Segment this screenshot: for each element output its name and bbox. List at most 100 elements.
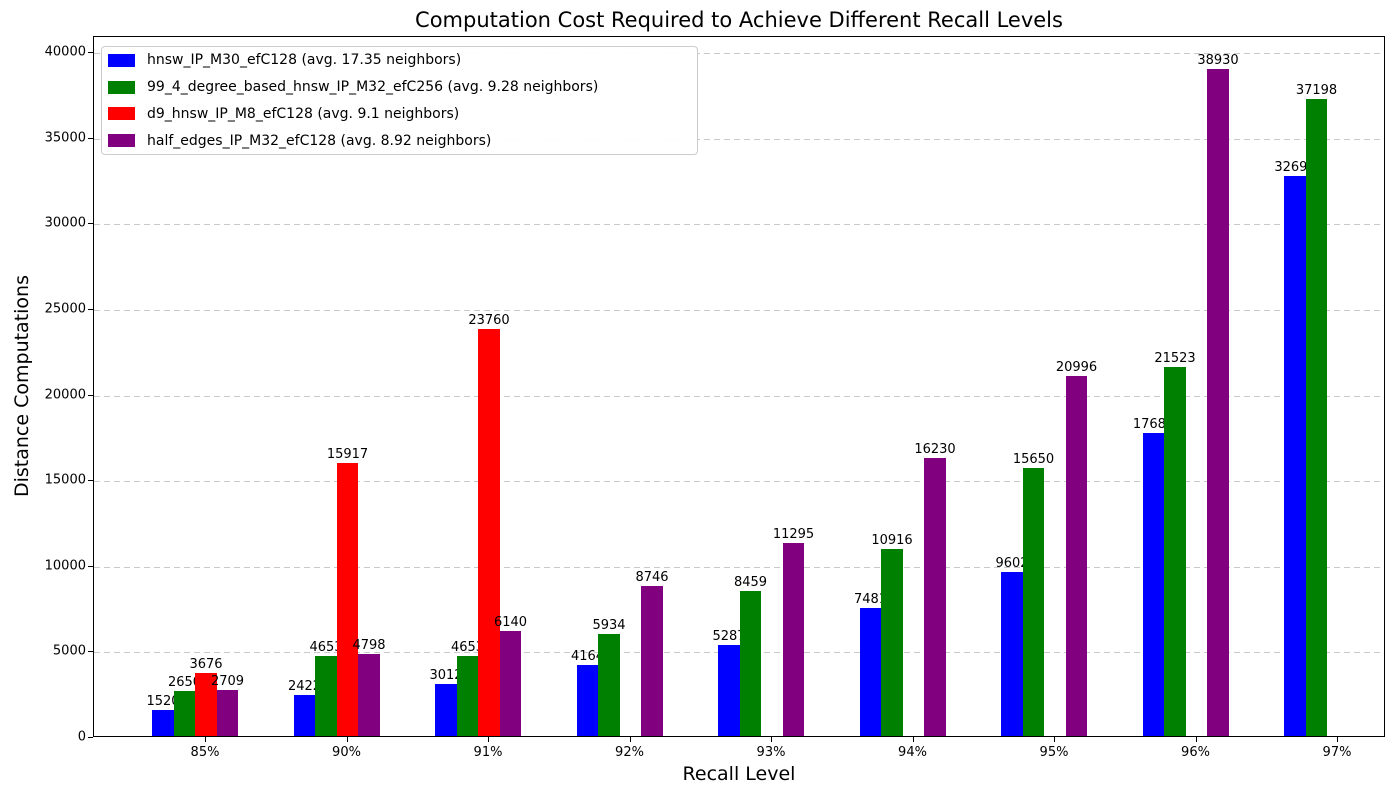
y-tick-label: 0 — [77, 729, 86, 745]
y-tick-label: 40000 — [44, 44, 86, 60]
x-tick-mark — [1337, 737, 1338, 742]
bar-value-label: 8459 — [733, 575, 768, 591]
bar-value-label: 2422 — [287, 678, 322, 694]
bar-value-label: 5287 — [712, 629, 746, 645]
y-tick-mark — [88, 480, 93, 482]
x-tick-mark — [912, 737, 914, 742]
bar-value-label: 20996 — [1055, 360, 1098, 376]
bar-value-label: 3012 — [429, 668, 463, 684]
legend-label: 99_4_degree_based_hnsw_IP_M32_efC256 (av… — [147, 79, 599, 96]
legend-row: 99_4_degree_based_hnsw_IP_M32_efC256 (av… — [102, 74, 697, 101]
y-tick-label: 35000 — [44, 130, 86, 146]
y-tick-label: 15000 — [44, 472, 86, 488]
bar — [195, 673, 217, 736]
bar — [173, 690, 196, 736]
legend-row: hnsw_IP_M30_efC128 (avg. 17.35 neighbors… — [102, 47, 697, 74]
bar — [152, 709, 174, 736]
bar — [216, 689, 239, 736]
legend-swatch — [108, 53, 135, 67]
legend-swatch — [108, 80, 135, 94]
x-tick-label: 96% — [1181, 745, 1210, 760]
x-tick-label: 94% — [898, 745, 927, 760]
bar — [336, 463, 359, 736]
y-tick-mark — [88, 394, 93, 396]
bar — [1164, 367, 1186, 736]
bar-value-label: 4164 — [570, 648, 605, 664]
y-tick-mark — [88, 52, 93, 53]
bar-value-label: 16230 — [914, 442, 956, 458]
legend-swatch — [108, 134, 135, 148]
bar — [739, 591, 762, 736]
x-tick-mark — [629, 737, 631, 742]
y-tick-mark — [88, 651, 93, 653]
bar — [1284, 176, 1306, 736]
x-tick-label: 85% — [190, 745, 220, 760]
legend-row: d9_hnsw_IP_M8_efC128 (avg. 9.1 neighbors… — [102, 101, 697, 128]
y-tick-mark — [88, 308, 93, 310]
bar-value-label: 4653 — [309, 640, 343, 656]
bar-value-label: 9602 — [995, 555, 1029, 571]
x-tick-mark — [1054, 737, 1055, 742]
y-tick-mark — [88, 223, 93, 225]
bar — [293, 694, 316, 736]
x-tick-mark — [205, 737, 206, 742]
bar — [782, 542, 805, 736]
legend-label: d9_hnsw_IP_M8_efC128 (avg. 9.1 neighbors… — [147, 105, 460, 122]
bar — [924, 458, 946, 736]
bar — [478, 329, 500, 736]
bar — [576, 664, 599, 736]
bar — [1207, 69, 1229, 736]
chart-title: Computation Cost Required to Achieve Dif… — [415, 8, 1063, 32]
bar — [1305, 98, 1328, 736]
legend-label: half_edges_IP_M32_efC128 (avg. 8.92 neig… — [147, 132, 492, 149]
bar-value-label: 4653 — [450, 640, 485, 656]
legend-label: hnsw_IP_M30_efC128 (avg. 17.35 neighbors… — [147, 52, 462, 69]
legend: hnsw_IP_M30_efC128 (avg. 17.35 neighbors… — [101, 46, 698, 155]
x-tick-mark — [488, 737, 489, 742]
y-tick-label: 30000 — [44, 215, 86, 231]
x-tick-mark — [1195, 737, 1197, 742]
bar — [315, 656, 337, 736]
bar-value-label: 2650 — [167, 674, 202, 690]
y-tick-label: 5000 — [52, 643, 86, 659]
bar-value-label: 15917 — [326, 447, 369, 463]
x-tick-label: 95% — [1039, 745, 1069, 760]
x-tick-label: 91% — [473, 745, 503, 760]
plot-area: 1520 2422 3012 4164 5287 7481 9602 17689 32692 26… — [93, 36, 1385, 737]
y-tick-mark — [88, 137, 93, 139]
x-axis-label: Recall Level — [682, 763, 796, 785]
y-tick-label: 25000 — [44, 301, 86, 317]
gridline — [94, 53, 1384, 54]
bar — [435, 684, 457, 736]
x-tick-label: 97% — [1322, 745, 1352, 760]
bar-value-label: 17689 — [1132, 417, 1175, 433]
x-tick-label: 90% — [332, 745, 361, 760]
x-tick-label: 92% — [615, 745, 644, 760]
bar — [1001, 571, 1023, 736]
bar-value-label: 21523 — [1154, 351, 1196, 367]
bar — [499, 630, 522, 736]
bar-value-label: 32692 — [1274, 160, 1316, 176]
y-tick-mark — [88, 737, 93, 738]
bar-value-label: 4798 — [352, 637, 386, 653]
y-tick-label: 10000 — [44, 558, 86, 574]
gridline — [94, 395, 1384, 397]
legend-swatch — [108, 107, 135, 121]
gridline — [94, 138, 1384, 140]
gridline — [94, 224, 1384, 226]
bar — [881, 549, 903, 736]
bar-value-label: 8746 — [635, 570, 669, 586]
bar-value-label: 5934 — [592, 618, 626, 634]
legend-row: half_edges_IP_M32_efC128 (avg. 8.92 neig… — [102, 127, 697, 154]
x-tick-mark — [346, 737, 348, 742]
bar-value-label: 10916 — [871, 533, 913, 549]
bar — [456, 656, 479, 736]
bar-value-label: 1520 — [146, 693, 180, 709]
y-tick-label: 20000 — [44, 387, 86, 402]
gridline — [94, 566, 1384, 568]
bar-value-label: 2709 — [210, 673, 245, 689]
bar — [641, 586, 663, 736]
bar — [718, 645, 740, 736]
bar-value-label: 6140 — [493, 614, 528, 630]
x-tick-mark — [771, 737, 772, 742]
